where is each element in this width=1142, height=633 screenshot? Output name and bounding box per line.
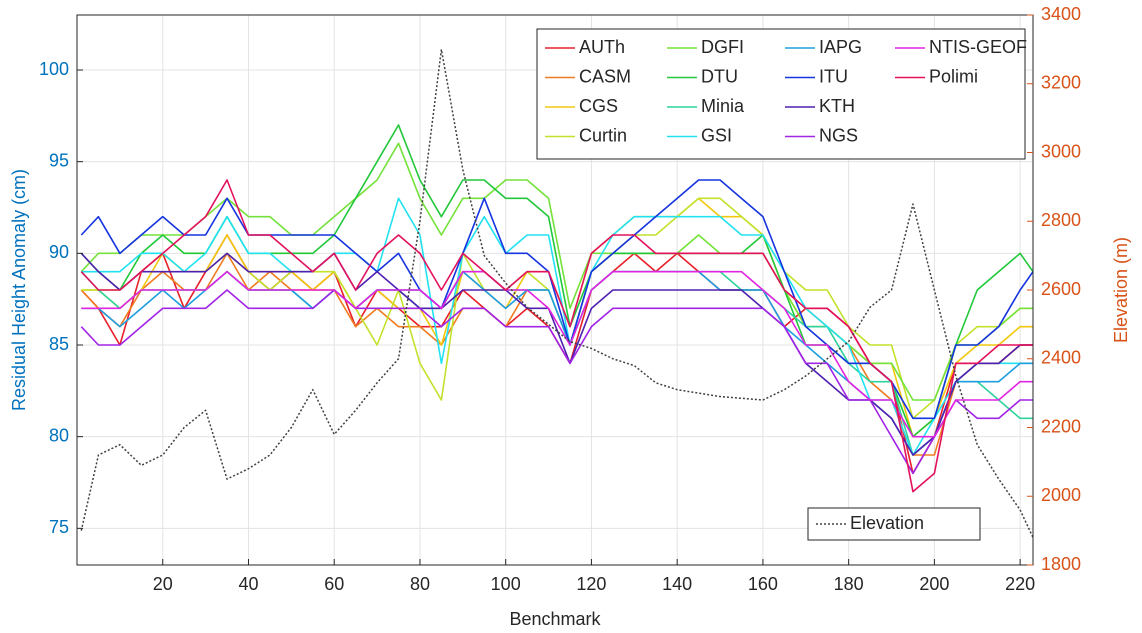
y2-tick-label: 2400 [1041,348,1081,368]
y2-tick-label: 3200 [1041,73,1081,93]
y-tick-label: 85 [49,334,69,354]
y-tick-label: 100 [39,59,69,79]
x-tick-label: 80 [410,574,430,594]
x-tick-label: 180 [834,574,864,594]
y2-tick-label: 1800 [1041,554,1081,574]
legend-label: DGFI [701,37,744,57]
legend-label: Elevation [850,513,924,533]
legend-label: IAPG [819,37,862,57]
y-tick-label: 80 [49,425,69,445]
legend-label: NTIS-GEOF [929,37,1027,57]
legend-label: Curtin [579,125,627,145]
y2-tick-label: 2600 [1041,279,1081,299]
legend-box [536,28,1026,160]
y2-axis-label: Elevation (m) [1111,237,1131,343]
legend-label: CGS [579,96,618,116]
x-tick-label: 220 [1005,574,1035,594]
legend-label: NGS [819,125,858,145]
x-tick-label: 60 [324,574,344,594]
legend-label: AUTh [579,37,625,57]
series-line [81,270,1033,438]
legend-label: DTU [701,66,738,86]
x-axis-label: Benchmark [509,609,601,629]
y2-tick-label: 3400 [1041,4,1081,24]
legend-label: CASM [579,66,631,86]
series-line [80,179,1033,493]
y-tick-label: 95 [49,150,69,170]
x-tick-label: 40 [238,574,258,594]
x-tick-label: 200 [919,574,949,594]
y-tick-label: 90 [49,242,69,262]
legend-label: Polimi [929,66,978,86]
legend-label: Minia [701,96,745,116]
x-tick-label: 100 [491,574,521,594]
legend-label: KTH [819,96,855,116]
x-tick-label: 160 [748,574,778,594]
y2-tick-label: 2800 [1041,210,1081,230]
x-tick-label: 140 [662,574,692,594]
y2-tick-label: 3000 [1041,141,1081,161]
series-line [80,289,1033,475]
x-tick-label: 120 [576,574,606,594]
series-line [80,48,1034,538]
x-tick-label: 20 [153,574,173,594]
y2-tick-label: 2200 [1041,416,1081,436]
series-line [80,252,1033,456]
legend-label: GSI [701,125,732,145]
y-tick-label: 75 [49,517,69,537]
y-axis-label: Residual Height Anomaly (cm) [9,169,29,411]
y2-tick-label: 2000 [1041,485,1081,505]
legend-label: ITU [819,66,848,86]
